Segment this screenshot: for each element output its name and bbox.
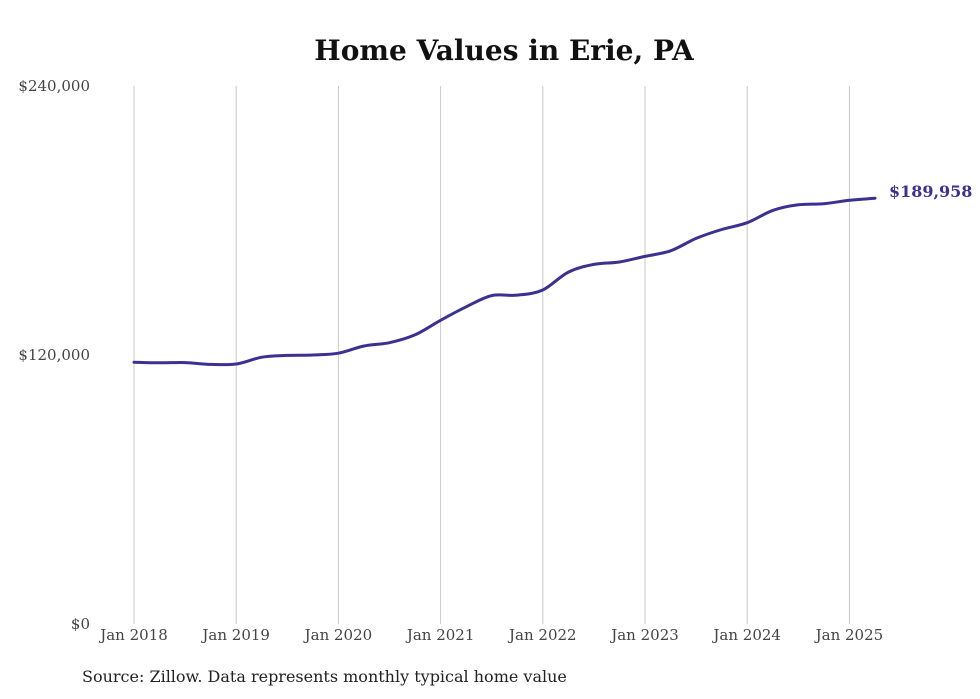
x-tick-label: Jan 2022 — [507, 626, 577, 644]
y-tick-label: $120,000 — [18, 346, 90, 364]
x-tick-label: Jan 2018 — [98, 626, 168, 644]
gridlines — [133, 86, 850, 624]
x-tick-label: Jan 2020 — [303, 626, 373, 644]
x-axis-ticks: Jan 2018 Jan 2019 Jan 2020 Jan 2021 Jan 2022… — [98, 626, 883, 644]
series-line-home-value — [132, 196, 877, 367]
chart-title: Home Values in Erie, PA — [314, 34, 695, 67]
x-tick-label: Jan 2023 — [609, 626, 679, 644]
x-tick-label: Jan 2024 — [711, 626, 781, 644]
y-tick-label: $0 — [71, 615, 90, 633]
y-axis-ticks: $0 $120,000 $240,000 — [18, 77, 90, 633]
end-value-label: $189,958 — [889, 182, 973, 201]
y-tick-label: $240,000 — [18, 77, 90, 95]
source-note: Source: Zillow. Data represents monthly … — [82, 667, 567, 686]
x-tick-label: Jan 2019 — [200, 626, 270, 644]
x-tick-label: Jan 2021 — [405, 626, 475, 644]
x-tick-label: Jan 2025 — [814, 626, 884, 644]
